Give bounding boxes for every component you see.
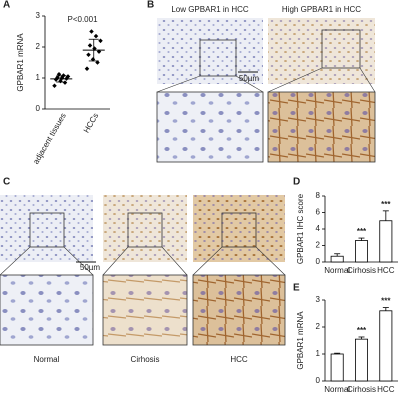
x-tick-label: Normal bbox=[324, 385, 350, 394]
point bbox=[86, 52, 91, 58]
point bbox=[87, 43, 93, 48]
significance: *** bbox=[381, 200, 391, 209]
y-axis-label: GPBAR1 mRNA bbox=[16, 33, 25, 92]
column-label: Cirhosis bbox=[131, 355, 160, 364]
micrograph bbox=[268, 18, 375, 84]
y-tick-label: 1 bbox=[316, 349, 321, 358]
column-label: High GPBAR1 in HCC bbox=[282, 5, 361, 14]
x-tick-label: HCC bbox=[377, 266, 395, 275]
y-tick-label: 3 bbox=[36, 11, 41, 20]
x-tick-label: Cirhosis bbox=[347, 385, 376, 394]
y-axis-label: GPBAR1 IHC score bbox=[296, 193, 305, 264]
inset-box bbox=[127, 212, 163, 248]
point bbox=[95, 60, 100, 65]
scale-bar-label: 50µm bbox=[239, 74, 260, 83]
inset-box bbox=[199, 39, 237, 77]
column-label: Low GPBAR1 in HCC bbox=[171, 5, 249, 14]
bar bbox=[330, 255, 344, 263]
micrograph bbox=[0, 195, 93, 262]
inset-connector bbox=[102, 246, 129, 276]
y-tick-label: 1 bbox=[36, 73, 41, 82]
y-tick-label: 6 bbox=[316, 208, 321, 217]
bar bbox=[355, 240, 368, 263]
inset-connector bbox=[235, 75, 264, 93]
x-tick-label: adjacent tissues bbox=[31, 112, 67, 166]
point bbox=[89, 29, 94, 34]
point bbox=[98, 38, 103, 44]
x-tick-label: Normal bbox=[324, 266, 350, 275]
y-tick-label: 2 bbox=[316, 241, 321, 250]
y-tick-label: 3 bbox=[316, 295, 321, 304]
micrograph bbox=[193, 195, 285, 262]
point bbox=[52, 83, 57, 89]
y-tick-label: 2 bbox=[36, 42, 41, 51]
panel-label: B bbox=[147, 0, 154, 11]
inset-connector bbox=[192, 246, 223, 276]
inset-connector bbox=[359, 67, 376, 93]
annotation: P<0.001 bbox=[67, 15, 98, 24]
inset-connector bbox=[267, 67, 323, 93]
inset-connector bbox=[156, 75, 201, 93]
point bbox=[62, 80, 68, 85]
bar bbox=[379, 220, 393, 263]
panel-label: C bbox=[3, 177, 10, 188]
x-tick-label: HCCs bbox=[82, 112, 100, 135]
micrograph-zoom bbox=[192, 274, 286, 346]
bar bbox=[355, 338, 368, 382]
point bbox=[93, 33, 99, 39]
significance: *** bbox=[381, 297, 391, 306]
panel-label: D bbox=[293, 177, 300, 188]
x-tick-label: Cirhosis bbox=[347, 266, 376, 275]
micrograph-zoom bbox=[102, 274, 188, 346]
inset-connector bbox=[161, 246, 188, 276]
inset-connector bbox=[0, 246, 31, 276]
y-tick-label: 0 bbox=[316, 257, 321, 266]
y-tick-label: 4 bbox=[316, 224, 321, 233]
y-tick-label: 0 bbox=[36, 104, 41, 113]
inset-box bbox=[321, 29, 361, 69]
x-tick-label: HCC bbox=[377, 385, 395, 394]
point bbox=[84, 66, 90, 71]
micrograph-zoom bbox=[267, 91, 376, 163]
bar bbox=[330, 353, 344, 382]
scale-bar-label: 50µm bbox=[80, 263, 101, 272]
column-label: HCC bbox=[230, 355, 248, 364]
y-axis-label: GPBAR1 mRNA bbox=[296, 311, 305, 370]
micrograph bbox=[103, 195, 187, 262]
micrograph-zoom bbox=[0, 274, 94, 346]
panel-label: A bbox=[3, 0, 10, 11]
inset-connector bbox=[255, 246, 286, 276]
y-tick-label: 0 bbox=[316, 376, 321, 385]
significance: *** bbox=[357, 227, 367, 236]
column-label: Normal bbox=[34, 355, 60, 364]
micrograph-zoom bbox=[156, 91, 264, 163]
panel-label: E bbox=[293, 283, 300, 294]
y-tick-label: 8 bbox=[316, 191, 321, 200]
bar bbox=[379, 310, 393, 382]
micrograph bbox=[157, 18, 263, 84]
inset-box bbox=[221, 212, 257, 248]
inset-connector bbox=[63, 246, 94, 276]
significance: *** bbox=[357, 326, 367, 335]
point bbox=[56, 72, 62, 77]
y-tick-label: 2 bbox=[316, 322, 321, 331]
inset-box bbox=[29, 212, 65, 248]
point bbox=[65, 74, 71, 79]
